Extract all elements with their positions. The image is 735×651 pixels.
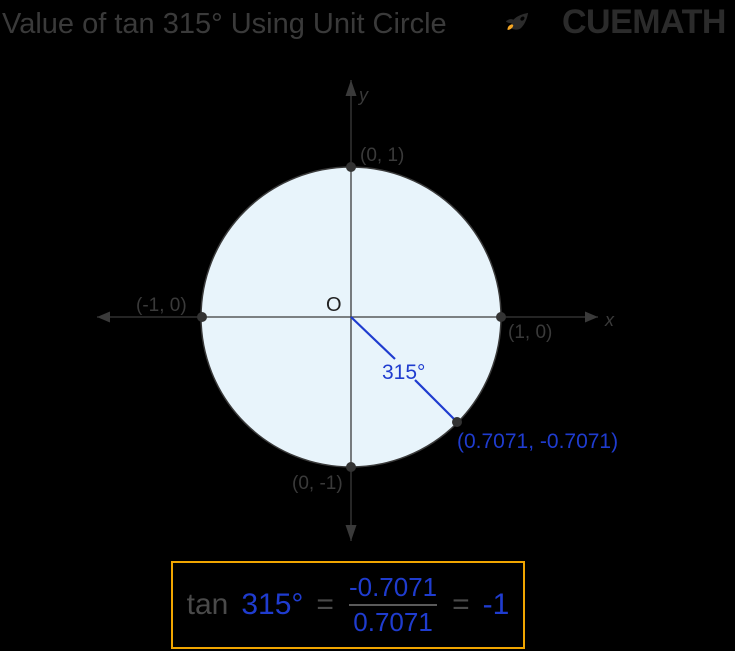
svg-text:y: y — [357, 85, 369, 105]
svg-text:(-1, 0): (-1, 0) — [136, 295, 187, 316]
svg-text:(1, 0): (1, 0) — [508, 322, 552, 343]
svg-text:x: x — [604, 310, 615, 330]
svg-text:(0, 1): (0, 1) — [360, 145, 404, 166]
svg-text:(0, -1): (0, -1) — [292, 473, 343, 494]
svg-text:(0.7071, -0.7071): (0.7071, -0.7071) — [457, 430, 618, 453]
svg-text:O: O — [326, 294, 342, 316]
svg-text:315°: 315° — [382, 361, 425, 384]
